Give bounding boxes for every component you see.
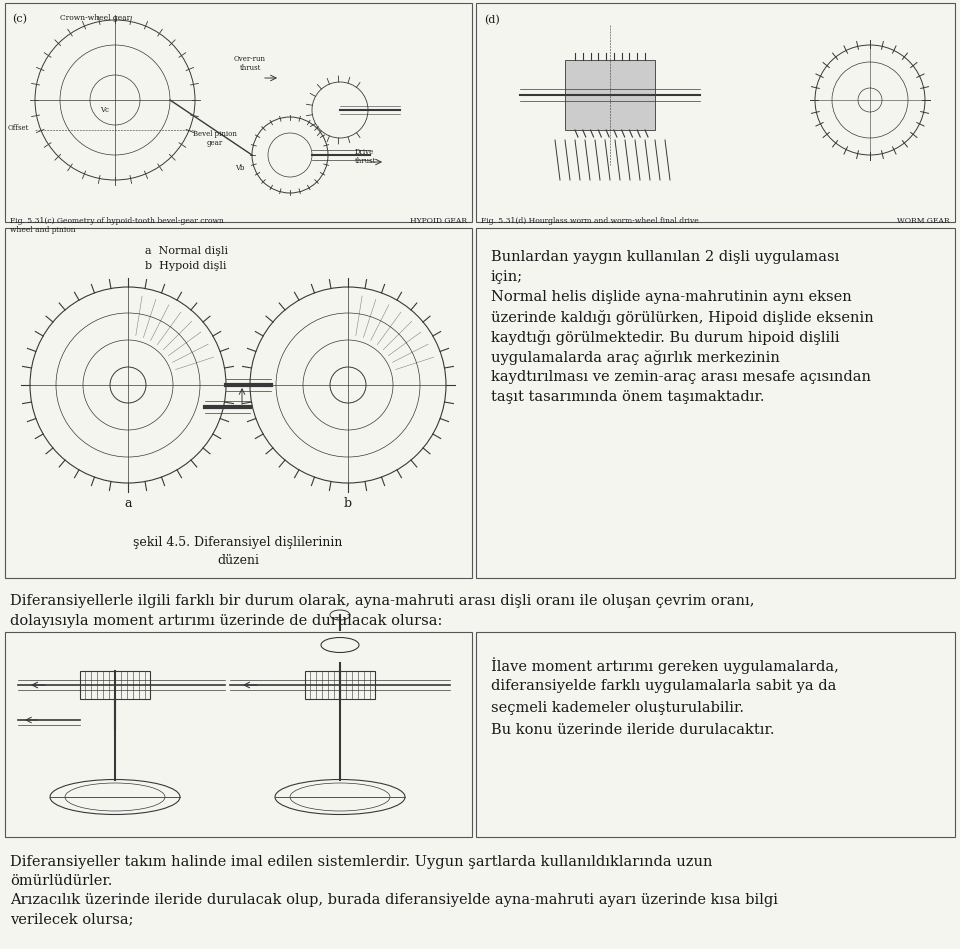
Text: Bu konu üzerinde ileride durulacaktır.: Bu konu üzerinde ileride durulacaktır. xyxy=(491,723,775,737)
Text: için;: için; xyxy=(491,270,523,284)
Text: b: b xyxy=(344,497,352,510)
Bar xyxy=(476,228,955,578)
Text: verilecek olursa;: verilecek olursa; xyxy=(10,912,133,926)
Text: HYPOID GEAR: HYPOID GEAR xyxy=(410,217,467,225)
Bar xyxy=(305,671,375,699)
Text: kaydtırılması ve zemin-araç arası mesafe açısından: kaydtırılması ve zemin-araç arası mesafe… xyxy=(491,370,871,384)
Text: WORM GEAR: WORM GEAR xyxy=(898,217,950,225)
Bar xyxy=(5,632,472,837)
Text: (d): (d) xyxy=(484,15,500,26)
Text: Over-run
thrust: Over-run thrust xyxy=(234,55,266,72)
Text: Diferansiyellerle ilgili farklı bir durum olarak, ayna-mahruti arası dişli oranı: Diferansiyellerle ilgili farklı bir duru… xyxy=(10,594,755,608)
Text: Crown-wheel gear: Crown-wheel gear xyxy=(60,14,131,22)
Text: a  Normal dişli: a Normal dişli xyxy=(145,246,228,256)
Text: ömürlüdürler.: ömürlüdürler. xyxy=(10,874,112,888)
Bar xyxy=(476,3,955,222)
Text: Diferansiyeller takım halinde imal edilen sistemlerdir. Uygun şartlarda kullanıl: Diferansiyeller takım halinde imal edile… xyxy=(10,855,712,869)
Text: Fig. 5.31(c) Geometry of hypoid-tooth bevel-gear crown
wheel and pinion: Fig. 5.31(c) Geometry of hypoid-tooth be… xyxy=(10,217,224,234)
Text: diferansiyelde farklı uygulamalarla sabit ya da: diferansiyelde farklı uygulamalarla sabi… xyxy=(491,679,836,693)
Text: düzeni: düzeni xyxy=(217,554,259,567)
Text: uygulamalarda araç ağırlık merkezinin: uygulamalarda araç ağırlık merkezinin xyxy=(491,350,780,365)
Text: İlave moment artırımı gereken uygulamalarda,: İlave moment artırımı gereken uygulamala… xyxy=(491,657,839,674)
Polygon shape xyxy=(565,60,655,130)
Text: kaydtığı görülmektedir. Bu durum hipoid dişlili: kaydtığı görülmektedir. Bu durum hipoid … xyxy=(491,330,840,345)
Text: dolayısıyla moment artırımı üzerinde de durulacak olursa:: dolayısıyla moment artırımı üzerinde de … xyxy=(10,614,443,628)
Text: şekil 4.5. Diferansiyel dişlilerinin: şekil 4.5. Diferansiyel dişlilerinin xyxy=(133,536,343,549)
Bar xyxy=(80,671,150,699)
Bar xyxy=(5,228,472,578)
Text: seçmeli kademeler oluşturulabilir.: seçmeli kademeler oluşturulabilir. xyxy=(491,701,744,715)
Text: Bunlardan yaygın kullanılan 2 dişli uygulaması: Bunlardan yaygın kullanılan 2 dişli uygu… xyxy=(491,250,839,264)
Text: Offset: Offset xyxy=(8,124,30,132)
Text: üzerinde kaldığı görülürken, Hipoid dişlide eksenin: üzerinde kaldığı görülürken, Hipoid dişl… xyxy=(491,310,874,325)
Text: Bevel pinion
gear: Bevel pinion gear xyxy=(193,130,237,147)
Text: Normal helis dişlide ayna-mahrutinin aynı eksen: Normal helis dişlide ayna-mahrutinin ayn… xyxy=(491,290,852,304)
Text: Arızacılık üzerinde ileride durulacak olup, burada diferansiyelde ayna-mahruti a: Arızacılık üzerinde ileride durulacak ol… xyxy=(10,893,778,907)
Text: b  Hypoid dişli: b Hypoid dişli xyxy=(145,261,227,271)
Bar xyxy=(476,632,955,837)
Text: taşıt tasarımında önem taşımaktadır.: taşıt tasarımında önem taşımaktadır. xyxy=(491,390,764,404)
Text: Drive
thrust: Drive thrust xyxy=(355,148,376,165)
Text: Fig. 5.31(d) Hourglass worm and worm-wheel final drive: Fig. 5.31(d) Hourglass worm and worm-whe… xyxy=(481,217,699,225)
Text: Vb: Vb xyxy=(235,164,245,172)
Text: (c): (c) xyxy=(12,14,27,25)
Bar xyxy=(5,3,472,222)
Text: a: a xyxy=(124,497,132,510)
Text: Vc: Vc xyxy=(100,106,109,114)
